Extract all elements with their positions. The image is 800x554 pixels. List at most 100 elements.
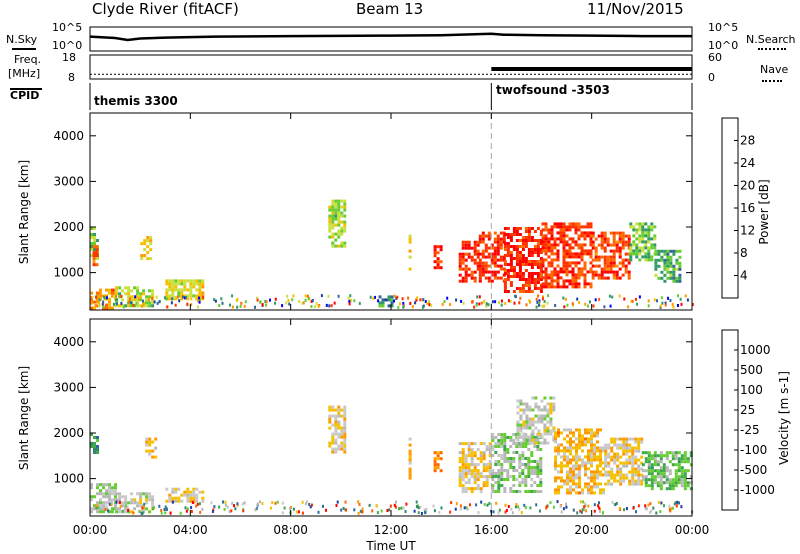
- heatmap-cell: [629, 222, 633, 226]
- heatmap-cell: [467, 469, 471, 473]
- heatmap-cell: [530, 472, 534, 475]
- heatmap-cell: [140, 254, 144, 258]
- heatmap-cell: [635, 252, 639, 256]
- heatmap-cell: [387, 295, 391, 299]
- heatmap-cell: [331, 223, 335, 227]
- heatmap-cell: [557, 476, 560, 480]
- heatmap-cell: [516, 426, 520, 430]
- heatmap-cell: [669, 273, 673, 277]
- heatmap-cell: [259, 300, 262, 304]
- heatmap-cell: [663, 252, 667, 256]
- heatmap-cell: [594, 298, 597, 302]
- heatmap-cell: [559, 505, 562, 508]
- heatmap-cell: [530, 236, 534, 239]
- heatmap-cell: [527, 448, 531, 451]
- heatmap-cell: [433, 248, 437, 252]
- heatmap-cell: [395, 500, 397, 504]
- heatmap-cell: [563, 479, 566, 483]
- heatmap-cell: [593, 485, 596, 489]
- heatmap-cell: [647, 255, 651, 259]
- heatmap-cell: [171, 490, 175, 494]
- heatmap-cell: [183, 285, 187, 289]
- heatmap-cell: [530, 454, 534, 457]
- heatmap-cell: [569, 449, 572, 453]
- heatmap-cell: [476, 448, 480, 452]
- heatmap-cell: [571, 270, 575, 274]
- heatmap-cell: [593, 431, 596, 435]
- heatmap-cell: [470, 454, 474, 458]
- heatmap-cell: [647, 237, 651, 241]
- heatmap-cell: [562, 249, 566, 253]
- heatmap-cell: [190, 303, 193, 307]
- heatmap-cell: [148, 510, 152, 514]
- heatmap-cell: [607, 482, 611, 486]
- heatmap-cell: [569, 431, 572, 435]
- heatmap-cell: [470, 475, 474, 479]
- heatmap-cell: [610, 470, 614, 474]
- heatmap-cell: [102, 300, 105, 304]
- heatmap-cell: [307, 297, 310, 300]
- y-tick-label: 1000: [53, 472, 84, 486]
- heatmap-cell: [97, 506, 100, 510]
- heatmap-cell: [578, 491, 581, 495]
- heatmap-cell: [145, 304, 149, 308]
- heatmap-cell: [497, 454, 501, 457]
- heatmap-cell: [118, 500, 121, 504]
- heatmap-cell: [559, 276, 563, 280]
- heatmap-cell: [461, 487, 465, 491]
- heatmap-cell: [115, 286, 119, 290]
- heatmap-cell: [130, 304, 134, 308]
- heatmap-cell: [521, 442, 525, 445]
- heatmap-cell: [554, 488, 557, 492]
- heatmap-cell: [556, 258, 560, 262]
- heatmap-cell: [536, 260, 540, 263]
- heatmap-cell: [488, 460, 492, 464]
- heatmap-cell: [464, 487, 468, 491]
- heatmap-cell: [623, 508, 625, 512]
- heatmap-cell: [533, 248, 537, 251]
- heatmap-cell: [118, 295, 122, 299]
- heatmap-cell: [571, 285, 575, 289]
- heatmap-cell: [647, 469, 651, 473]
- heatmap-cell: [436, 451, 440, 455]
- freq-tick-bottom: 8: [68, 71, 75, 84]
- heatmap-cell: [509, 233, 513, 236]
- heatmap-cell: [500, 442, 504, 445]
- heatmap-cell: [491, 439, 495, 442]
- heatmap-cell: [197, 299, 200, 303]
- heatmap-cell: [503, 442, 507, 445]
- heatmap-cell: [625, 443, 629, 447]
- heatmap-cell: [599, 428, 602, 432]
- heatmap-cell: [479, 472, 483, 476]
- heatmap-cell: [340, 229, 344, 233]
- heatmap-cell: [118, 498, 122, 502]
- heatmap-cell: [195, 282, 199, 286]
- heatmap-cell: [493, 270, 497, 274]
- heatmap-cell: [201, 499, 205, 503]
- heatmap-cell: [574, 285, 578, 289]
- heatmap-cell: [527, 278, 531, 281]
- heatmap-cell: [137, 294, 140, 297]
- heatmap-cell: [647, 228, 651, 232]
- heatmap-cell: [464, 454, 468, 458]
- heatmap-cell: [627, 273, 631, 277]
- heatmap-cell: [496, 270, 500, 274]
- heatmap-cell: [180, 288, 184, 292]
- heatmap-cell: [625, 440, 629, 444]
- heatmap-cell: [603, 261, 607, 265]
- heatmap-cell: [512, 245, 516, 248]
- heatmap-cell: [622, 461, 626, 465]
- heatmap-cell: [618, 246, 622, 250]
- heatmap-cell: [503, 269, 507, 272]
- heatmap-cell: [102, 492, 105, 496]
- heatmap-cell: [518, 272, 522, 275]
- heatmap-cell: [192, 490, 196, 494]
- heatmap-cell: [591, 273, 595, 277]
- heatmap-cell: [464, 472, 468, 476]
- heatmap-cell: [662, 472, 666, 476]
- heatmap-cell: [115, 500, 118, 504]
- heatmap-cell: [90, 510, 93, 514]
- heatmap-cell: [634, 455, 638, 459]
- heatmap-cell: [535, 297, 538, 301]
- heatmap-cell: [102, 495, 105, 499]
